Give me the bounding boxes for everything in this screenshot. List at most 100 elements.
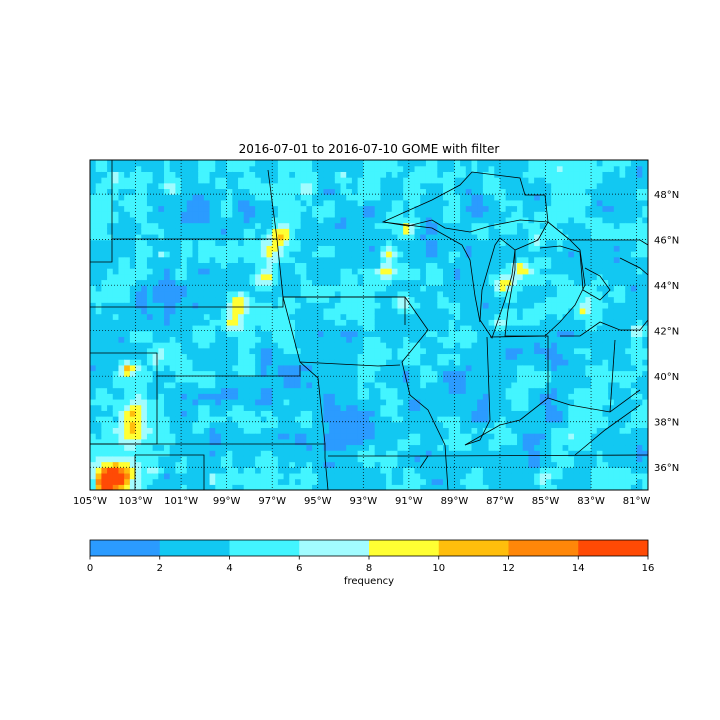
field-cell	[323, 199, 330, 207]
field-cell	[494, 342, 501, 349]
field-cell	[101, 256, 108, 264]
field-cell	[164, 296, 171, 303]
field-cell	[266, 319, 273, 326]
field-cell	[294, 438, 302, 446]
field-cell	[522, 444, 530, 451]
field-cell	[158, 472, 165, 480]
field-cell	[175, 353, 182, 360]
field-cell	[403, 290, 410, 298]
field-cell	[238, 228, 245, 235]
field-cell	[238, 268, 245, 275]
field-cell	[135, 205, 142, 212]
field-cell	[112, 450, 120, 457]
field-cell	[420, 472, 427, 480]
field-cell	[169, 336, 176, 343]
field-cell	[528, 228, 535, 235]
field-cell	[403, 467, 410, 474]
field-cell	[277, 484, 285, 490]
field-cell	[323, 444, 330, 451]
field-cell	[420, 194, 427, 201]
field-cell	[437, 273, 444, 281]
field-cell	[300, 279, 307, 286]
field-cell	[499, 279, 507, 286]
field-cell	[112, 245, 120, 252]
field-cell	[135, 347, 142, 355]
field-cell	[346, 330, 353, 337]
field-cell	[477, 205, 484, 212]
field-cell	[517, 364, 524, 372]
field-cell	[146, 296, 154, 303]
field-cell	[403, 330, 410, 337]
field-cell	[249, 268, 256, 275]
field-cell	[112, 319, 120, 326]
field-cell	[460, 171, 467, 178]
field-cell	[272, 199, 279, 207]
field-cell	[209, 296, 216, 303]
field-cell	[522, 450, 530, 457]
field-cell	[380, 222, 387, 229]
field-cell	[220, 472, 228, 480]
field-cell	[95, 160, 102, 167]
field-cell	[158, 194, 165, 201]
field-cell	[494, 398, 501, 406]
field-cell	[369, 461, 376, 468]
field-cell	[403, 268, 410, 275]
field-cell	[374, 216, 381, 224]
field-cell	[198, 410, 205, 417]
field-cell	[477, 438, 484, 446]
field-cell	[277, 387, 285, 394]
field-cell	[158, 256, 165, 264]
field-cell	[289, 410, 296, 417]
field-cell	[107, 455, 114, 463]
field-cell	[340, 285, 347, 292]
field-cell	[107, 478, 114, 485]
field-cell	[408, 342, 416, 349]
field-cell	[346, 165, 353, 172]
field-cell	[118, 433, 125, 440]
field-cell	[198, 319, 205, 326]
field-cell	[573, 319, 581, 326]
field-cell	[482, 216, 490, 224]
field-cell	[545, 410, 552, 417]
field-cell	[141, 165, 148, 172]
field-cell	[494, 347, 501, 355]
field-cell	[306, 455, 313, 463]
field-cell	[517, 279, 524, 286]
field-cell	[334, 404, 342, 411]
field-cell	[454, 285, 461, 292]
field-cell	[146, 353, 154, 360]
field-cell	[135, 416, 142, 423]
field-cell	[209, 302, 216, 309]
field-cell	[528, 364, 535, 372]
field-cell	[505, 342, 512, 349]
field-cell	[249, 330, 256, 337]
field-cell	[266, 233, 273, 241]
field-cell	[494, 302, 501, 309]
field-cell	[289, 307, 296, 315]
field-cell	[351, 211, 359, 218]
field-cell	[249, 199, 256, 207]
field-cell	[351, 188, 359, 195]
field-cell	[226, 273, 233, 281]
field-cell	[300, 393, 307, 400]
field-cell	[488, 313, 495, 320]
field-cell	[397, 450, 404, 457]
field-cell	[164, 336, 171, 343]
field-cell	[317, 336, 325, 343]
field-cell	[203, 160, 211, 167]
field-cell	[334, 467, 342, 474]
field-cell	[522, 302, 530, 309]
field-cell	[146, 262, 154, 269]
field-cell	[329, 410, 336, 417]
field-cell	[266, 336, 273, 343]
field-cell	[443, 251, 450, 258]
field-cell	[448, 171, 455, 178]
field-cell	[437, 427, 444, 434]
field-cell	[465, 285, 473, 292]
field-cell	[443, 342, 450, 349]
field-cell	[363, 336, 370, 343]
field-cell	[124, 455, 131, 463]
field-cell	[556, 177, 564, 184]
field-cell	[169, 353, 176, 360]
